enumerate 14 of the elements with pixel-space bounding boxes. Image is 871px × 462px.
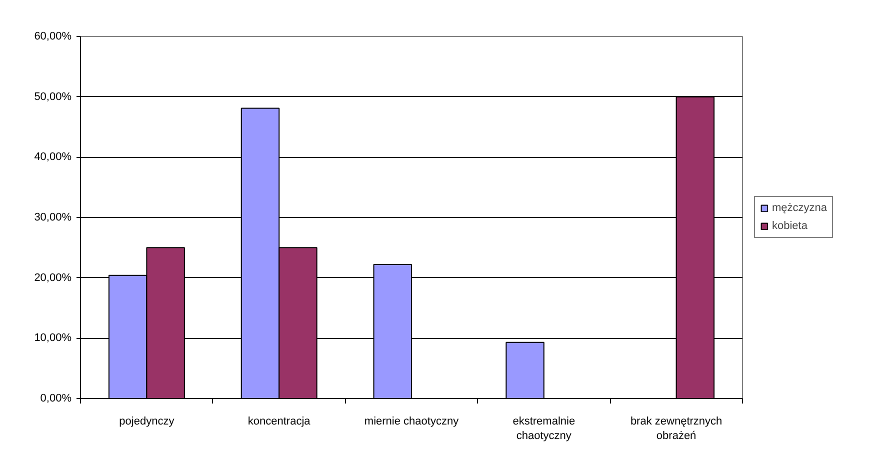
y-tick-label: 30,00% xyxy=(34,212,72,224)
x-tick-label: pojedynczy xyxy=(119,416,175,428)
x-tick-label: brak zewnętrznych obrażeń xyxy=(630,416,722,442)
legend-label: mężczyzna xyxy=(772,202,828,214)
x-tick-label: ekstremalnie chaotyczny xyxy=(512,416,576,442)
y-tick-label: 0,00% xyxy=(40,392,72,404)
legend-label: kobieta xyxy=(772,220,808,232)
y-tick-label: 60,00% xyxy=(34,30,72,42)
x-tick-label: koncentracja xyxy=(248,416,312,428)
y-tick-label: 50,00% xyxy=(34,90,72,103)
x-tick-label: miernie chaotyczny xyxy=(364,416,460,428)
y-tick-label: 40,00% xyxy=(34,151,72,164)
y-tick-label: 10,00% xyxy=(34,332,72,344)
y-tick-label: 20,00% xyxy=(34,272,72,284)
